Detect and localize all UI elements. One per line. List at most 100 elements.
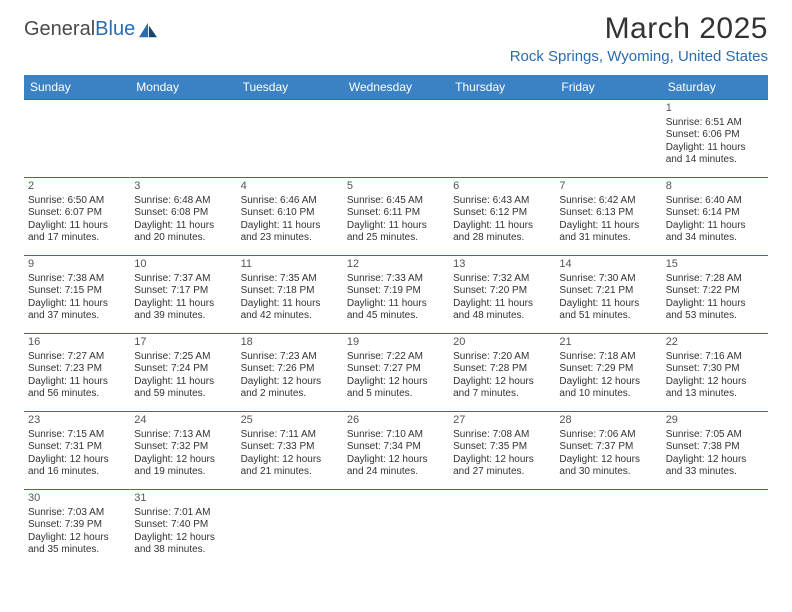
- calendar-empty-cell: [555, 490, 661, 568]
- calendar-day-cell: 4Sunrise: 6:46 AMSunset: 6:10 PMDaylight…: [237, 178, 343, 256]
- day-number: 20: [453, 336, 551, 350]
- sunset-line: Sunset: 6:10 PM: [241, 207, 339, 220]
- calendar-day-cell: 15Sunrise: 7:28 AMSunset: 7:22 PMDayligh…: [662, 256, 768, 334]
- sunset-line: Sunset: 7:23 PM: [28, 363, 126, 376]
- daylight-line: Daylight: 11 hours and 42 minutes.: [241, 298, 339, 323]
- sunrise-line: Sunrise: 7:33 AM: [347, 273, 445, 286]
- sunset-line: Sunset: 7:34 PM: [347, 441, 445, 454]
- daylight-line: Daylight: 12 hours and 38 minutes.: [134, 532, 232, 557]
- sunrise-line: Sunrise: 7:06 AM: [559, 429, 657, 442]
- day-number: 19: [347, 336, 445, 350]
- calendar-week-row: 1Sunrise: 6:51 AMSunset: 6:06 PMDaylight…: [24, 100, 768, 178]
- daylight-line: Daylight: 11 hours and 31 minutes.: [559, 220, 657, 245]
- calendar-week-row: 9Sunrise: 7:38 AMSunset: 7:15 PMDaylight…: [24, 256, 768, 334]
- sunset-line: Sunset: 7:21 PM: [559, 285, 657, 298]
- calendar-day-cell: 17Sunrise: 7:25 AMSunset: 7:24 PMDayligh…: [130, 334, 236, 412]
- day-number: 24: [134, 414, 232, 428]
- day-number: 28: [559, 414, 657, 428]
- sunrise-line: Sunrise: 7:23 AM: [241, 351, 339, 364]
- sunset-line: Sunset: 7:18 PM: [241, 285, 339, 298]
- day-number: 23: [28, 414, 126, 428]
- calendar-empty-cell: [555, 100, 661, 178]
- daylight-line: Daylight: 11 hours and 25 minutes.: [347, 220, 445, 245]
- sunset-line: Sunset: 6:06 PM: [666, 129, 764, 142]
- daylight-line: Daylight: 11 hours and 48 minutes.: [453, 298, 551, 323]
- sunset-line: Sunset: 7:28 PM: [453, 363, 551, 376]
- day-number: 10: [134, 258, 232, 272]
- day-number: 18: [241, 336, 339, 350]
- sunset-line: Sunset: 6:07 PM: [28, 207, 126, 220]
- calendar-day-cell: 27Sunrise: 7:08 AMSunset: 7:35 PMDayligh…: [449, 412, 555, 490]
- logo-text: GeneralBlue: [24, 18, 135, 41]
- calendar-day-cell: 25Sunrise: 7:11 AMSunset: 7:33 PMDayligh…: [237, 412, 343, 490]
- day-number: 5: [347, 180, 445, 194]
- sunset-line: Sunset: 7:20 PM: [453, 285, 551, 298]
- sunset-line: Sunset: 7:15 PM: [28, 285, 126, 298]
- sunrise-line: Sunrise: 7:08 AM: [453, 429, 551, 442]
- calendar-empty-cell: [237, 100, 343, 178]
- calendar-week-row: 23Sunrise: 7:15 AMSunset: 7:31 PMDayligh…: [24, 412, 768, 490]
- day-number: 30: [28, 492, 126, 506]
- calendar-table: SundayMondayTuesdayWednesdayThursdayFrid…: [24, 75, 768, 568]
- sunset-line: Sunset: 7:37 PM: [559, 441, 657, 454]
- calendar-week-row: 2Sunrise: 6:50 AMSunset: 6:07 PMDaylight…: [24, 178, 768, 256]
- daylight-line: Daylight: 12 hours and 13 minutes.: [666, 376, 764, 401]
- daylight-line: Daylight: 12 hours and 5 minutes.: [347, 376, 445, 401]
- sunset-line: Sunset: 6:12 PM: [453, 207, 551, 220]
- day-number: 17: [134, 336, 232, 350]
- calendar-day-cell: 12Sunrise: 7:33 AMSunset: 7:19 PMDayligh…: [343, 256, 449, 334]
- calendar-empty-cell: [662, 490, 768, 568]
- calendar-week-row: 30Sunrise: 7:03 AMSunset: 7:39 PM Dayligh…: [24, 490, 768, 568]
- weekday-header: Sunday: [24, 75, 130, 100]
- calendar-empty-cell: [449, 490, 555, 568]
- month-title: March 2025: [510, 12, 768, 46]
- calendar-header-row: SundayMondayTuesdayWednesdayThursdayFrid…: [24, 75, 768, 100]
- sunrise-line: Sunrise: 7:20 AM: [453, 351, 551, 364]
- day-number: 31: [134, 492, 232, 506]
- logo-text-part2: Blue: [95, 18, 135, 40]
- sunrise-line: Sunrise: 7:35 AM: [241, 273, 339, 286]
- daylight-line: Daylight: 11 hours and 34 minutes.: [666, 220, 764, 245]
- day-number: 6: [453, 180, 551, 194]
- sunrise-line: Sunrise: 7:05 AM: [666, 429, 764, 442]
- daylight-line: Daylight: 12 hours and 2 minutes.: [241, 376, 339, 401]
- daylight-line: Daylight: 12 hours and 30 minutes.: [559, 454, 657, 479]
- calendar-day-cell: 7Sunrise: 6:42 AMSunset: 6:13 PMDaylight…: [555, 178, 661, 256]
- calendar-day-cell: 31Sunrise: 7:01 AMSunset: 7:40 PMDayligh…: [130, 490, 236, 568]
- daylight-line: Daylight: 11 hours and 59 minutes.: [134, 376, 232, 401]
- calendar-day-cell: 20Sunrise: 7:20 AMSunset: 7:28 PMDayligh…: [449, 334, 555, 412]
- calendar-empty-cell: [237, 490, 343, 568]
- sunset-line: Sunset: 7:22 PM: [666, 285, 764, 298]
- sunrise-line: Sunrise: 7:30 AM: [559, 273, 657, 286]
- day-number: 22: [666, 336, 764, 350]
- sunset-line: Sunset: 6:13 PM: [559, 207, 657, 220]
- daylight-line: Daylight: 11 hours and 20 minutes.: [134, 220, 232, 245]
- sunrise-line: Sunrise: 7:25 AM: [134, 351, 232, 364]
- calendar-day-cell: 16Sunrise: 7:27 AMSunset: 7:23 PMDayligh…: [24, 334, 130, 412]
- sunrise-line: Sunrise: 7:01 AM: [134, 507, 232, 520]
- calendar-day-cell: 22Sunrise: 7:16 AMSunset: 7:30 PMDayligh…: [662, 334, 768, 412]
- weekday-header: Tuesday: [237, 75, 343, 100]
- day-number: 21: [559, 336, 657, 350]
- sunset-line: Sunset: 7:19 PM: [347, 285, 445, 298]
- calendar-empty-cell: [130, 100, 236, 178]
- sunset-line: Sunset: 7:31 PM: [28, 441, 126, 454]
- sunset-line: Sunset: 7:40 PM: [134, 519, 232, 532]
- day-number: 11: [241, 258, 339, 272]
- day-number: 27: [453, 414, 551, 428]
- sunrise-line: Sunrise: 7:32 AM: [453, 273, 551, 286]
- day-number: 25: [241, 414, 339, 428]
- calendar-empty-cell: [343, 100, 449, 178]
- sunset-line: Sunset: 7:39 PM: [28, 519, 126, 532]
- sunrise-line: Sunrise: 7:03 AM: [28, 507, 126, 520]
- daylight-line: Daylight: 11 hours and 53 minutes.: [666, 298, 764, 323]
- calendar-day-cell: 2Sunrise: 6:50 AMSunset: 6:07 PMDaylight…: [24, 178, 130, 256]
- calendar-day-cell: 28Sunrise: 7:06 AMSunset: 7:37 PMDayligh…: [555, 412, 661, 490]
- weekday-header: Saturday: [662, 75, 768, 100]
- daylight-line: Daylight: 11 hours and 45 minutes.: [347, 298, 445, 323]
- sunrise-line: Sunrise: 6:45 AM: [347, 195, 445, 208]
- calendar-empty-cell: [449, 100, 555, 178]
- day-number: 3: [134, 180, 232, 194]
- sunset-line: Sunset: 7:27 PM: [347, 363, 445, 376]
- calendar-day-cell: 9Sunrise: 7:38 AMSunset: 7:15 PMDaylight…: [24, 256, 130, 334]
